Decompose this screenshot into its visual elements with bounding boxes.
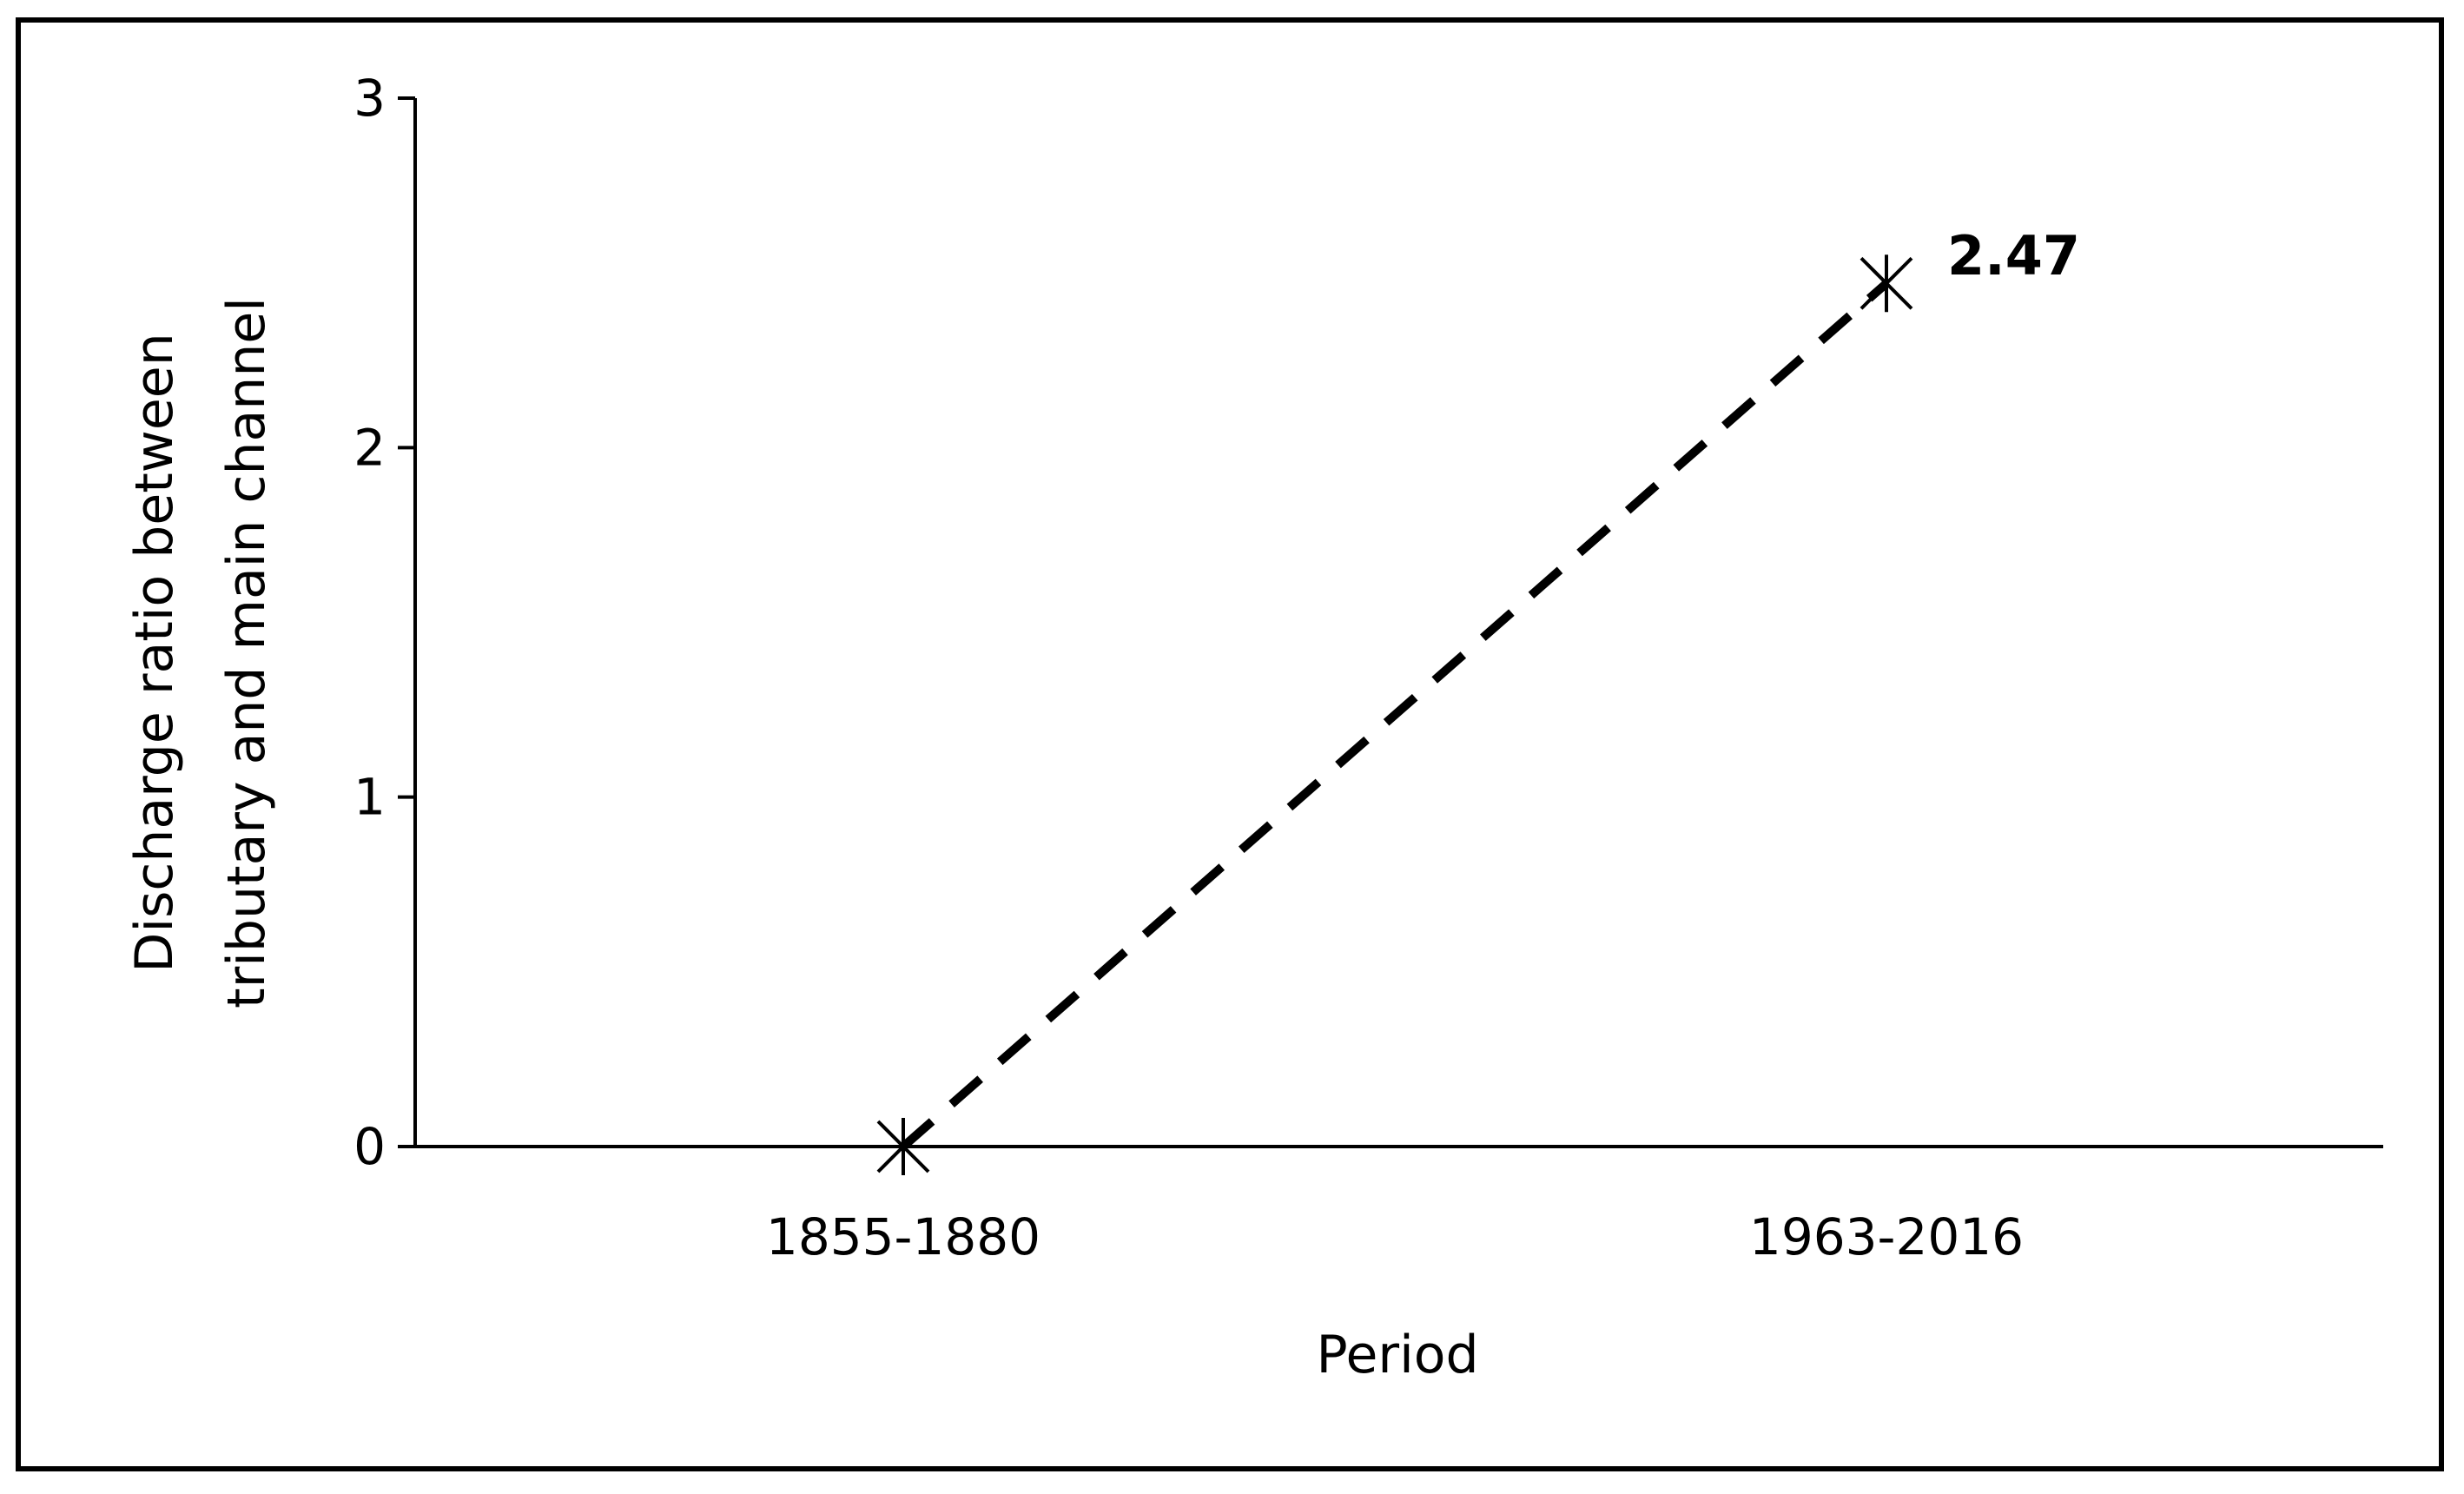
data-point-marker	[876, 1118, 930, 1175]
series-markers	[876, 255, 1913, 1175]
data-labels: 2.47	[1947, 224, 2080, 288]
data-label: 2.47	[1947, 224, 2080, 288]
x-tick-label: 1963-2016	[1749, 1207, 2024, 1266]
x-axis-title: Period	[1316, 1325, 1478, 1385]
y-axis-ticks: 0 1 2 3	[353, 69, 415, 1176]
x-axis-ticks: 1855-1880 1963-2016	[766, 1207, 2024, 1266]
data-point-marker	[1860, 255, 1913, 313]
x-tick-label: 1855-1880	[766, 1207, 1040, 1266]
y-axis-title-line-2: tributary and main channel	[216, 297, 277, 1008]
y-tick-label: 3	[353, 69, 386, 128]
y-tick-label: 1	[353, 768, 386, 827]
series-line	[900, 280, 1890, 1150]
y-axis-title: Discharge ratio between tributary and ma…	[124, 297, 277, 1008]
y-axis-title-line-1: Discharge ratio between	[124, 333, 185, 972]
chart-frame	[16, 17, 2444, 1471]
y-tick-label: 2	[353, 418, 386, 477]
y-tick-label: 0	[353, 1117, 386, 1176]
